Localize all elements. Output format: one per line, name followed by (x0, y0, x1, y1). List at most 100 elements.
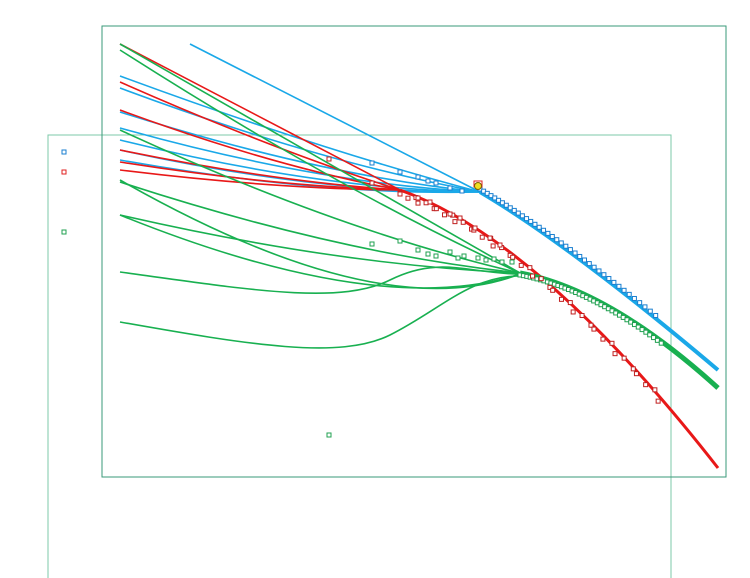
point (459, 188, 465, 194)
point (567, 300, 573, 306)
legend-marker (61, 149, 67, 155)
point (545, 230, 551, 236)
point (591, 326, 597, 332)
point (510, 254, 516, 260)
point (427, 199, 433, 205)
curve (119, 149, 401, 191)
point (655, 398, 661, 404)
point (433, 180, 439, 186)
curve (119, 275, 521, 349)
point (415, 200, 421, 206)
stray-point (326, 432, 332, 438)
point (653, 312, 659, 318)
point (447, 249, 453, 255)
point (425, 251, 431, 257)
point (507, 205, 513, 211)
point (538, 276, 544, 282)
point (601, 272, 607, 278)
point (524, 216, 530, 222)
point (612, 351, 618, 357)
curve (119, 139, 481, 193)
curves (119, 43, 720, 469)
point (461, 253, 467, 259)
point (491, 256, 497, 262)
point (479, 234, 485, 240)
curve (119, 169, 401, 191)
curve (119, 266, 521, 294)
point (572, 250, 578, 256)
curve (119, 81, 401, 191)
curve (119, 179, 521, 290)
point (397, 238, 403, 244)
point (460, 219, 466, 225)
point (642, 304, 648, 310)
point (457, 215, 463, 221)
curve (119, 109, 401, 191)
point (549, 233, 555, 239)
point (369, 180, 375, 186)
point (490, 243, 496, 249)
legend-marker (61, 169, 67, 175)
point (631, 295, 637, 301)
point (606, 276, 612, 282)
curve (189, 43, 481, 193)
point (527, 265, 533, 271)
point (397, 191, 403, 197)
point (651, 335, 657, 341)
point (626, 291, 632, 297)
point (397, 169, 403, 175)
highlight-point (474, 182, 482, 190)
curve (119, 43, 521, 274)
point (579, 313, 585, 319)
point (554, 237, 560, 243)
point (647, 332, 653, 338)
point (475, 255, 481, 261)
point (547, 284, 553, 290)
point (654, 337, 660, 343)
point (483, 257, 489, 263)
point (633, 371, 639, 377)
point (515, 210, 521, 216)
curve (119, 49, 521, 274)
point (441, 212, 447, 218)
point (635, 324, 641, 330)
point (609, 340, 615, 346)
point (472, 225, 478, 231)
point (586, 261, 592, 267)
point (570, 309, 576, 315)
point (558, 240, 564, 246)
point (647, 308, 653, 314)
curve (119, 214, 521, 289)
point (541, 227, 547, 233)
point (630, 366, 636, 372)
point (487, 235, 493, 241)
point (639, 327, 645, 333)
point (509, 259, 515, 265)
points (326, 156, 664, 404)
curve (119, 129, 521, 274)
point (528, 218, 534, 224)
point (596, 268, 602, 274)
point (588, 322, 594, 328)
curve (119, 127, 481, 193)
point (369, 241, 375, 247)
point (497, 242, 503, 248)
point (530, 273, 536, 279)
point (563, 243, 569, 249)
curve-tail (478, 190, 720, 372)
curve (119, 43, 401, 191)
front-frame (101, 25, 727, 478)
point (519, 213, 525, 219)
curve (119, 181, 521, 274)
point (499, 200, 505, 206)
point (621, 355, 627, 361)
point (499, 259, 505, 265)
point (433, 253, 439, 259)
point (518, 262, 524, 268)
point (455, 255, 461, 261)
point (447, 185, 453, 191)
point (591, 264, 597, 270)
point (425, 178, 431, 184)
point (532, 221, 538, 227)
